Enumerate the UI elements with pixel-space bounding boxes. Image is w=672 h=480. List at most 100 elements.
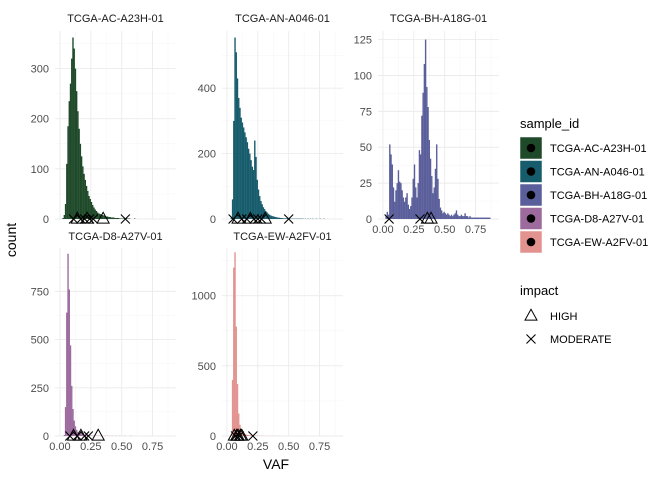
histogram-bar (482, 217, 485, 219)
cross-stroke (79, 431, 90, 441)
histogram-bar (429, 158, 432, 219)
y-tick-label: 250 (31, 383, 49, 395)
histogram-bar (74, 426, 77, 436)
histogram-bar (236, 78, 239, 220)
histogram-bar (111, 217, 114, 219)
histogram-bar (116, 217, 119, 219)
legend-title: impact (520, 283, 559, 298)
cross-stroke (83, 431, 94, 441)
cross-stroke (76, 214, 86, 224)
histogram-bar (455, 210, 458, 219)
cross-stroke (247, 431, 258, 441)
histogram-bar (275, 217, 277, 219)
histogram-bar (257, 189, 260, 219)
cross-stroke (236, 214, 247, 224)
histogram-bar (267, 213, 270, 219)
x-tick-label: 0.75 (309, 441, 330, 453)
histogram-bar (231, 379, 234, 436)
variant-marker-high (424, 211, 438, 224)
y-axis-title: count (3, 223, 19, 257)
x-tick-label: 0.00 (216, 441, 237, 453)
histogram-bar (250, 160, 252, 219)
histogram-bar (101, 214, 104, 219)
histogram-bar (276, 217, 278, 219)
histogram-bar (73, 48, 75, 220)
histogram-bar (242, 127, 245, 219)
y-tick-label: 500 (198, 361, 216, 373)
histogram-bar (392, 187, 395, 219)
y-tick-label: 125 (354, 35, 372, 47)
histogram-bar (64, 203, 67, 219)
histogram-bar (71, 58, 73, 219)
histogram-bar (75, 91, 78, 219)
variant-marker-high (96, 211, 111, 224)
histogram-bar (487, 217, 490, 219)
y-tick-label: 0 (43, 214, 49, 226)
y-tick-label: 25 (360, 178, 372, 190)
x-tick-label: 0.00 (372, 224, 393, 236)
facet-panel: TCGA-EW-A2FV-01 0.00 0.25 0.50 0.75 0 500 1000 (192, 231, 343, 453)
histogram-bar (457, 214, 459, 219)
variant-marker-moderate (247, 431, 258, 441)
histogram-bar (389, 144, 391, 219)
legend-label: TCGA-AC-A23H-01 (550, 143, 647, 155)
histogram-bar (468, 217, 470, 219)
histogram-bar (68, 101, 70, 219)
histogram-bar (413, 164, 416, 219)
histogram-bar (69, 345, 72, 436)
x-tick-label: 0.50 (434, 224, 455, 236)
histogram-bar (470, 217, 472, 219)
histogram-bar (73, 420, 75, 436)
histogram-bar (408, 208, 411, 219)
histogram-bar (80, 434, 83, 436)
cross-icon (526, 334, 536, 344)
histogram-bar (78, 128, 80, 219)
histogram-bar (422, 92, 424, 219)
histogram-bar (85, 435, 88, 436)
variant-marker-high (234, 428, 249, 441)
histogram-bar (82, 166, 84, 219)
histogram-bar (120, 218, 122, 219)
histogram-bar (463, 216, 465, 219)
histogram-bar (84, 179, 87, 219)
histogram-bar (270, 215, 272, 219)
histogram-bar (68, 289, 70, 436)
histogram-bar (114, 217, 116, 219)
histogram-bar (74, 68, 77, 219)
histogram-bar (454, 213, 456, 219)
histogram-bar (69, 83, 72, 219)
histogram-bar (99, 213, 101, 219)
histogram-bar (98, 213, 100, 219)
histogram-bar (252, 169, 255, 219)
histogram-bar (395, 190, 397, 219)
histogram-bar (437, 178, 439, 219)
histogram-bar (63, 214, 66, 219)
legend-label: HIGH (550, 311, 578, 323)
histogram-bar (239, 107, 241, 219)
histogram-bar (473, 217, 475, 219)
histogram-bar (398, 181, 401, 219)
histogram-bar (247, 148, 250, 219)
legend-label: TCGA-AN-A046-01 (550, 167, 645, 179)
histogram-bar (476, 217, 479, 219)
histogram-bar (428, 140, 431, 219)
histogram-bar (238, 413, 240, 436)
facet-panel: TCGA-BH-A18G-01 0.00 0.25 0.50 0.75 0 25 50 75 10… (354, 13, 499, 236)
histogram-bar (411, 197, 413, 219)
histogram-bar (448, 214, 450, 219)
x-tick-label: 0.50 (111, 441, 132, 453)
histogram-bar (421, 115, 423, 219)
histogram-bar (134, 218, 136, 219)
histogram-bar (231, 199, 234, 219)
variant-marker-moderate (84, 214, 95, 224)
variant-marker-moderate (252, 214, 263, 224)
histogram-bar (278, 217, 281, 219)
histogram-bar (115, 217, 117, 219)
histogram-bar (458, 216, 460, 219)
x-tick-label: 0.00 (49, 441, 70, 453)
histogram-bar (453, 214, 455, 219)
histogram-bar (244, 132, 246, 219)
facet-panel: TCGA-AC-A23H-01 0 100 200 300 (31, 13, 176, 226)
histogram-bar (113, 217, 115, 219)
